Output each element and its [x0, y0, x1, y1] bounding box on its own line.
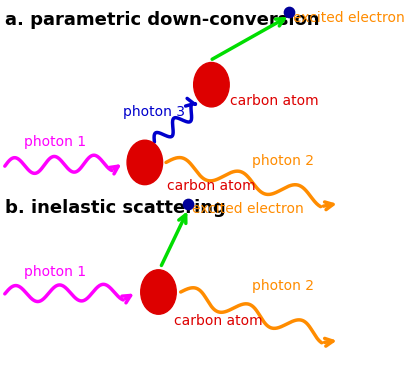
Point [285, 10, 292, 16]
Text: a. parametric down-conversion: a. parametric down-conversion [5, 11, 319, 29]
Text: carbon atom: carbon atom [230, 94, 318, 108]
Text: excited electron: excited electron [191, 202, 303, 216]
Text: photon 1: photon 1 [24, 135, 85, 149]
Text: photon 2: photon 2 [252, 154, 314, 167]
Text: photon 3: photon 3 [122, 106, 184, 119]
Ellipse shape [193, 62, 229, 107]
Text: excited electron: excited electron [293, 11, 404, 25]
Text: carbon atom: carbon atom [166, 179, 255, 194]
Text: photon 1: photon 1 [24, 266, 85, 279]
Ellipse shape [140, 270, 176, 314]
Point [184, 201, 190, 207]
Text: carbon atom: carbon atom [173, 314, 262, 328]
Ellipse shape [127, 140, 162, 185]
Text: b. inelastic scattering: b. inelastic scattering [5, 200, 225, 217]
Text: photon 2: photon 2 [252, 279, 314, 294]
